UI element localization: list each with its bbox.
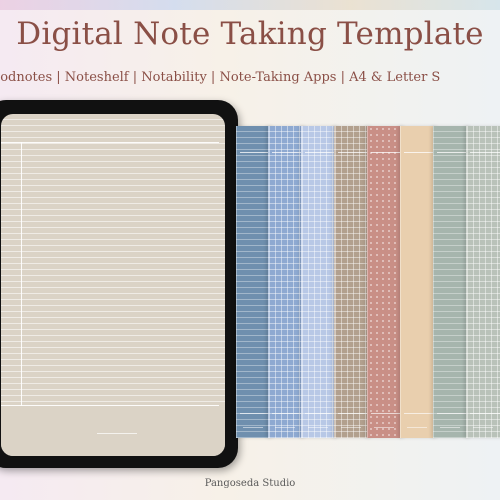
page-bottom-line [338,413,370,414]
page-peach-plain [400,126,439,438]
page-bottom-line [371,413,403,414]
page-bottom-line [437,413,469,414]
page-bottom-line [240,413,272,414]
page-header-line [437,152,469,153]
page-grey-green-grid [466,126,500,438]
page-sage-ruled [433,126,472,438]
page-footer-mark [440,427,460,428]
page-bottom-line [305,413,337,414]
product-preview [0,100,500,470]
page-bottom-line [272,413,304,414]
page-light-blue-grid [301,126,340,438]
page-header-line [404,152,436,153]
page-footer-mark [407,427,427,428]
page-bottom-line [404,413,436,414]
page-taupe-grid [334,126,373,438]
gradient-banner [0,0,500,10]
page-bottom-line [470,413,500,414]
margin-line [21,142,22,406]
page-footer-mark [243,427,263,428]
page-footer-mark [97,433,137,434]
page-footer-mark [275,427,295,428]
footer-line [1,405,219,406]
page-header-line [272,152,304,153]
page-header-line [371,152,403,153]
page-footer-area [1,406,225,456]
page-header-line [240,152,272,153]
page-title: Digital Note Taking Template [16,16,484,52]
studio-credit: Pangoseda Studio [204,478,296,489]
tablet-device [0,100,238,468]
page-header-line [470,152,500,153]
page-footer-mark [473,427,493,428]
page-header-line [305,152,337,153]
page-rose-dots [367,126,406,438]
page-blue-ruled [236,126,275,438]
page-footer-mark [374,427,394,428]
page-footer-mark [308,427,328,428]
page-footer-mark [341,427,361,428]
header-line [1,142,219,143]
tablet-screen-notes-page [1,114,225,456]
page-subtitle: Goodnotes | Noteshelf | Notability | Not… [0,70,441,85]
page-periwinkle-grid [268,126,307,438]
page-header-line [338,152,370,153]
